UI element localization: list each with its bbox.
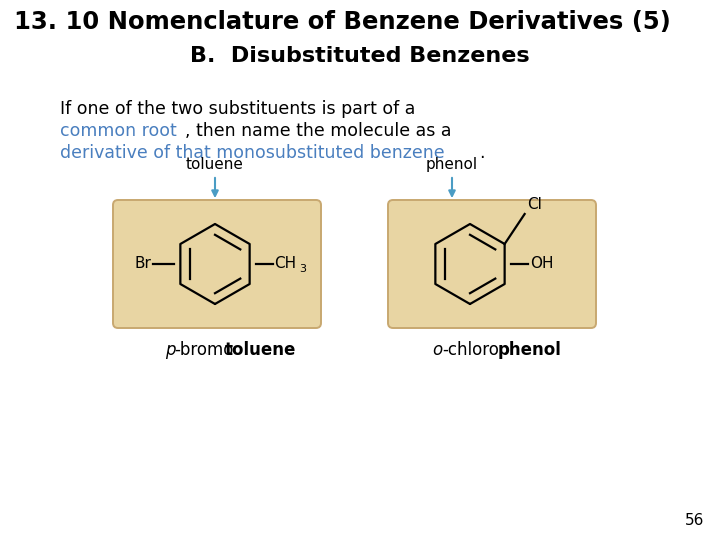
Text: OH: OH: [530, 256, 554, 272]
Text: toluene: toluene: [186, 157, 244, 172]
Text: phenol: phenol: [498, 341, 562, 359]
Text: -chloro: -chloro: [442, 341, 499, 359]
Text: Br: Br: [134, 256, 151, 272]
Text: o: o: [432, 341, 442, 359]
Text: , then name the molecule as a: , then name the molecule as a: [185, 122, 451, 140]
FancyBboxPatch shape: [113, 200, 321, 328]
Text: .: .: [479, 144, 485, 162]
Text: Cl: Cl: [526, 197, 541, 212]
Text: 3: 3: [299, 264, 306, 274]
Text: -bromo: -bromo: [174, 341, 233, 359]
Text: toluene: toluene: [225, 341, 297, 359]
Text: p: p: [165, 341, 176, 359]
Text: derivative of that monosubstituted benzene: derivative of that monosubstituted benze…: [60, 144, 445, 162]
Text: If one of the two substituents is part of a: If one of the two substituents is part o…: [60, 100, 415, 118]
Text: B.  Disubstituted Benzenes: B. Disubstituted Benzenes: [190, 46, 530, 66]
FancyBboxPatch shape: [388, 200, 596, 328]
Text: common root: common root: [60, 122, 176, 140]
Text: phenol: phenol: [426, 157, 478, 172]
Text: 13. 10 Nomenclature of Benzene Derivatives (5): 13. 10 Nomenclature of Benzene Derivativ…: [14, 10, 671, 34]
Text: 56: 56: [685, 513, 704, 528]
Text: CH: CH: [274, 255, 296, 271]
